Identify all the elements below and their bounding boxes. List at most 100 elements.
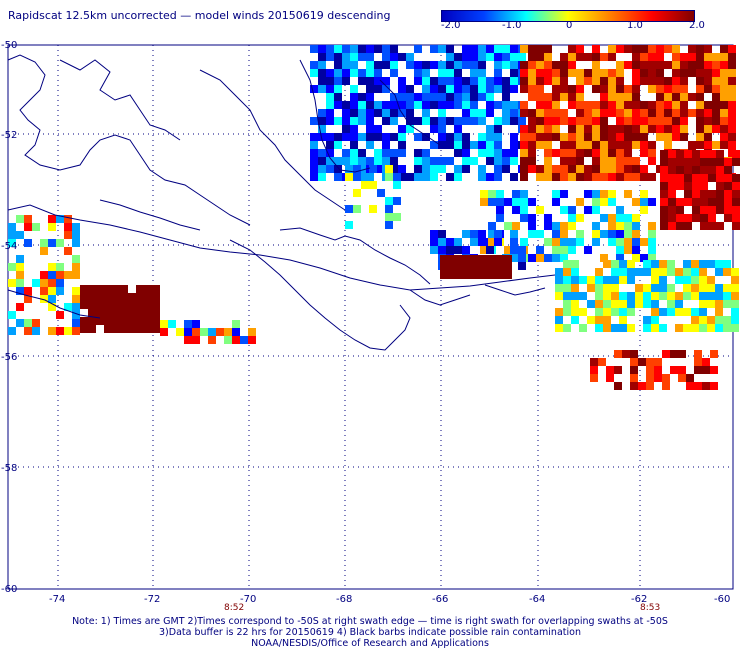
wind-cell (660, 222, 668, 230)
colorbar (441, 10, 695, 22)
wind-cell (664, 117, 672, 125)
wind-cell (712, 69, 720, 77)
wind-cell (651, 308, 659, 316)
wind-cell (579, 276, 587, 284)
wind-cell (528, 69, 536, 77)
wind-cell (563, 308, 571, 316)
wind-cell (664, 77, 672, 85)
wind-cell (502, 61, 510, 69)
wind-cell (632, 214, 640, 222)
wind-cell (667, 260, 675, 268)
wind-cell (382, 53, 390, 61)
wind-cell (462, 117, 470, 125)
wind-cell (520, 149, 528, 157)
wind-cell (318, 149, 326, 157)
wind-cell (732, 150, 740, 158)
wind-cell (120, 301, 128, 309)
wind-cell (707, 292, 715, 300)
wind-cell (600, 93, 608, 101)
wind-cell (662, 374, 670, 382)
wind-cell (668, 182, 676, 190)
wind-cell (560, 61, 568, 69)
wind-cell (470, 93, 478, 101)
wind-cell (512, 198, 520, 206)
wind-cell (680, 133, 688, 141)
wind-cell (184, 320, 192, 328)
wind-cell (667, 268, 675, 276)
wind-cell (608, 222, 616, 230)
wind-cell (595, 292, 603, 300)
wind-cell (361, 181, 369, 189)
wind-cell (72, 271, 80, 279)
wind-cell (678, 350, 686, 358)
wind-cell (438, 125, 446, 133)
wind-cell (398, 133, 406, 141)
wind-cell (398, 93, 406, 101)
wind-cell (462, 53, 470, 61)
wind-cell (660, 158, 668, 166)
wind-cell (672, 53, 680, 61)
wind-cell (510, 109, 518, 117)
wind-cell (494, 141, 502, 149)
wind-cell (579, 308, 587, 316)
wind-cell (438, 77, 446, 85)
wind-cell (350, 101, 358, 109)
wind-cell (608, 77, 616, 85)
wind-cell (728, 85, 736, 93)
wind-cell (112, 317, 120, 325)
wind-cell (334, 165, 342, 173)
wind-cell (668, 158, 676, 166)
wind-cell (374, 61, 382, 69)
wind-cell (120, 293, 128, 301)
wind-cell (608, 93, 616, 101)
wind-cell (712, 77, 720, 85)
lon-label: -66 (432, 594, 448, 605)
wind-cell (528, 149, 536, 157)
wind-cell (544, 53, 552, 61)
wind-cell (470, 117, 478, 125)
wind-cell (660, 166, 668, 174)
wind-cell (723, 292, 731, 300)
wind-cell (571, 300, 579, 308)
wind-cell (528, 133, 536, 141)
wind-cell (358, 165, 366, 173)
wind-cell (576, 117, 584, 125)
colorbar-tick: -1.0 (502, 20, 522, 31)
wind-cell (520, 125, 528, 133)
wind-cell (480, 246, 488, 254)
wind-cell (555, 324, 563, 332)
wind-cell (478, 109, 486, 117)
wind-cell (552, 101, 560, 109)
wind-cell (486, 149, 494, 157)
wind-cell (544, 109, 552, 117)
wind-cell (430, 230, 438, 238)
wind-cell (478, 173, 486, 181)
wind-cell (611, 260, 619, 268)
wind-cell (32, 319, 40, 327)
wind-cell (520, 101, 528, 109)
wind-cell (720, 69, 728, 77)
wind-cell (318, 45, 326, 53)
wind-cell (692, 214, 700, 222)
wind-cell (518, 262, 526, 270)
wind-cell (587, 316, 595, 324)
wind-cell (504, 246, 512, 254)
wind-cell (611, 292, 619, 300)
wind-cell (438, 246, 446, 254)
wind-cell (326, 109, 334, 117)
wind-cell (88, 317, 96, 325)
wind-cell (694, 350, 702, 358)
wind-cell (342, 53, 350, 61)
wind-cell (16, 255, 24, 263)
wind-cell (488, 238, 496, 246)
wind-cell (504, 255, 512, 263)
wind-cell (672, 133, 680, 141)
wind-cell (592, 77, 600, 85)
wind-cell (555, 308, 563, 316)
wind-cell (630, 350, 638, 358)
wind-cell (342, 45, 350, 53)
wind-cell (72, 319, 80, 327)
wind-cell (520, 157, 528, 165)
wind-cell (660, 150, 668, 158)
wind-cell (446, 157, 454, 165)
